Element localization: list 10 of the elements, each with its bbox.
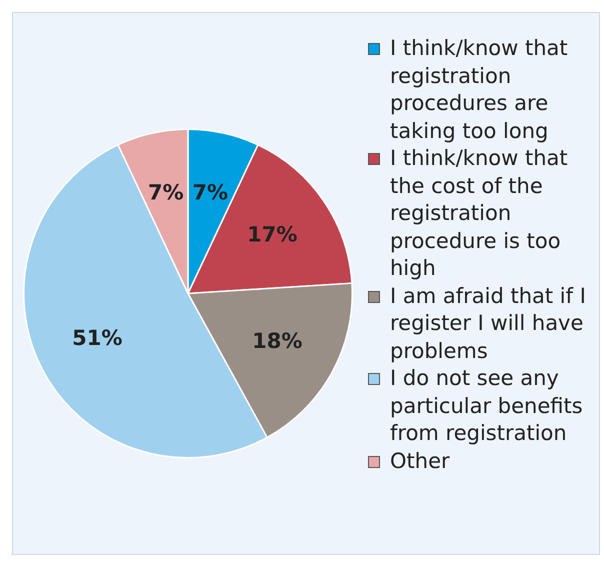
legend-label: I think/know that registration procedures are taking too long (390, 36, 568, 142)
legend-label: I think/know that the cost of the registration procedure is too high (390, 146, 568, 280)
legend-label: Other (390, 448, 450, 472)
data-label: 51% (72, 326, 122, 350)
data-label: 7% (192, 180, 228, 205)
data-label: 18% (252, 329, 302, 354)
data-label: 17% (247, 222, 298, 247)
legend-label: I am afraid that if I register I will have problems (390, 284, 586, 362)
data-label: 7% (148, 180, 184, 205)
legend-label: I do not see any particular benefits from registration (390, 366, 583, 445)
